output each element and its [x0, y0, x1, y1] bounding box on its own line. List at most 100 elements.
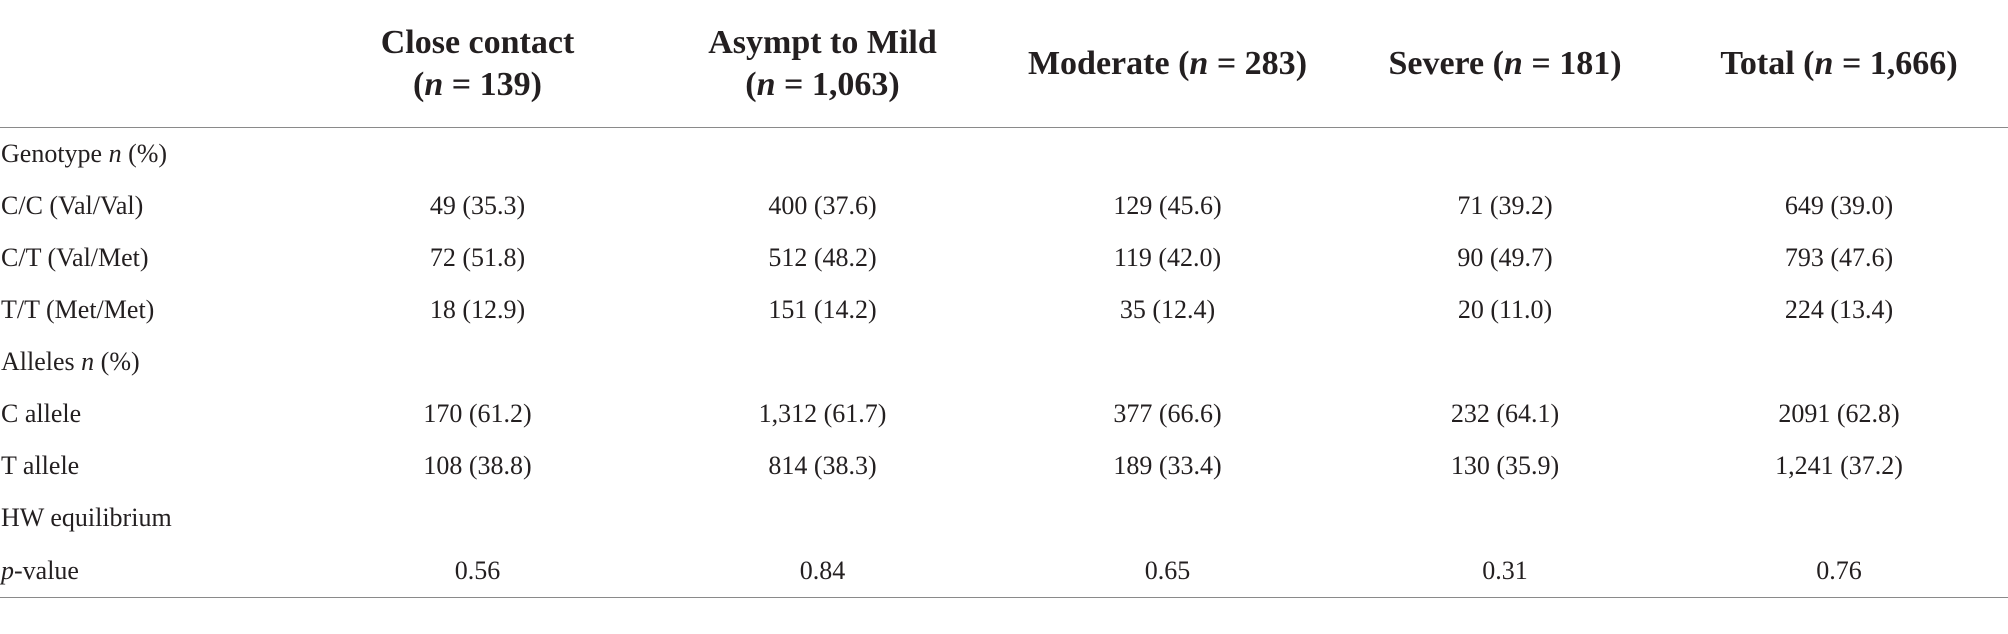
- cell-asympt-to-mild: 0.84: [650, 544, 995, 598]
- table-row: Genotype n (%): [0, 128, 2008, 181]
- row-label: HW equilibrium: [0, 492, 305, 544]
- row-label-text: HW equilibrium: [1, 503, 172, 532]
- header-post: ): [1946, 44, 1958, 82]
- header-cell-total: Total (n = 1,666): [1670, 0, 2008, 128]
- table-row: C/T (Val/Met) 72 (51.8) 512 (48.2) 119 (42.…: [0, 232, 2008, 284]
- row-label-text: Genotype: [1, 139, 109, 168]
- table-row: p-value 0.56 0.84 0.65 0.31 0.76: [0, 544, 2008, 598]
- table-row: HW equilibrium: [0, 492, 2008, 544]
- cell-moderate: [995, 128, 1340, 181]
- cell-severe: 71 (39.2): [1457, 191, 1553, 220]
- row-label-italic: n: [108, 139, 122, 168]
- header-eq: = 181: [1522, 44, 1611, 82]
- cell-asympt-to-mild: 1,312 (61.7): [758, 399, 887, 428]
- header-cell-moderate: Moderate (n = 283): [995, 0, 1340, 128]
- cell-moderate: 129 (45.6): [1113, 191, 1222, 220]
- row-label-italic: n: [81, 347, 95, 376]
- cell-moderate: [995, 336, 1340, 388]
- header-row: Close contact (n = 139) Asympt to Mild (…: [0, 0, 2008, 128]
- cell-severe: 232 (64.1): [1450, 399, 1560, 428]
- cell-asympt-to-mild: 400 (37.6): [768, 191, 877, 220]
- header-eq: = 139: [443, 65, 531, 103]
- cell-severe: 130 (35.9): [1450, 451, 1560, 480]
- header-pre: Severe (: [1388, 44, 1504, 82]
- table-body: Genotype n (%) C/C (Val/Val) 49 (35.3) 400 …: [0, 128, 2008, 598]
- header-cell-severe: Severe (n = 181): [1340, 0, 1670, 128]
- cell-close-contact: [305, 336, 650, 388]
- cell-moderate: 377 (66.6): [1113, 399, 1222, 428]
- cell-asympt-to-mild: 512 (48.2): [768, 243, 877, 272]
- header-eq: = 1,666: [1833, 44, 1947, 82]
- cell-asympt-to-mild: 151 (14.2): [768, 295, 877, 324]
- cell-close-contact: [305, 128, 650, 181]
- cell-severe: [1340, 492, 1670, 544]
- table-row: T allele 108 (38.8) 814 (38.3) 189 (33.4) 13…: [0, 440, 2008, 492]
- header-pre: (: [413, 65, 425, 103]
- cell-total: [1670, 336, 2008, 388]
- table-row: Alleles n (%): [0, 336, 2008, 388]
- header-cell-empty: [0, 0, 305, 128]
- row-label: Genotype n (%): [0, 128, 305, 181]
- cell-severe: [1340, 128, 1670, 181]
- row-label: p-value: [0, 544, 305, 598]
- header-line: Moderate (n = 283): [995, 43, 1340, 85]
- cell-total: 1,241 (37.2): [1775, 451, 1903, 480]
- cell-close-contact: 0.56: [305, 544, 650, 598]
- table-row: T/T (Met/Met) 18 (12.9) 151 (14.2) 35 (12.4…: [0, 284, 2008, 336]
- cell-close-contact: 18 (12.9): [429, 295, 526, 324]
- header-line2: (n = 139): [305, 64, 650, 106]
- header-cell-close-contact: Close contact (n = 139): [305, 0, 650, 128]
- header-line: Total (n = 1,666): [1670, 43, 2008, 85]
- table-row: C allele 170 (61.2) 1,312 (61.7) 377 (66.6)…: [0, 388, 2008, 440]
- table-row: C/C (Val/Val) 49 (35.3) 400 (37.6) 129 (45.…: [0, 180, 2008, 232]
- cell-total: 0.76: [1670, 544, 2008, 598]
- cell-moderate: 119 (42.0): [1113, 243, 1222, 272]
- row-label-text: C allele: [1, 399, 82, 428]
- cell-close-contact: 72 (51.8): [429, 243, 526, 272]
- header-line2: (n = 1,063): [650, 64, 995, 106]
- row-label: C allele: [0, 388, 305, 440]
- header-cell-asympt-to-mild: Asympt to Mild (n = 1,063): [650, 0, 995, 128]
- header-n: n: [756, 65, 776, 103]
- cell-moderate: 189 (33.4): [1113, 451, 1222, 480]
- cell-severe: 90 (49.7): [1457, 243, 1553, 272]
- cell-asympt-to-mild: [650, 336, 995, 388]
- header-eq: = 1,063: [775, 65, 889, 103]
- row-label-text: C/T (Val/Met): [1, 243, 149, 272]
- header-post: ): [1610, 44, 1622, 82]
- row-label: C/C (Val/Val): [0, 180, 305, 232]
- cell-close-contact: 49 (35.3): [429, 191, 526, 220]
- cell-close-contact: 108 (38.8): [423, 451, 532, 480]
- header-line1: Close contact: [380, 23, 575, 61]
- cell-moderate: 35 (12.4): [1119, 295, 1216, 324]
- cell-total: 224 (13.4): [1784, 295, 1894, 324]
- cell-moderate: 0.65: [995, 544, 1340, 598]
- header-n: n: [1503, 44, 1523, 82]
- header-pre: (: [745, 65, 757, 103]
- row-label: C/T (Val/Met): [0, 232, 305, 284]
- genotype-distribution-table: Close contact (n = 139) Asympt to Mild (…: [0, 0, 2008, 598]
- row-label-suffix: (%): [121, 139, 168, 168]
- row-label-text: T/T (Met/Met): [1, 295, 155, 324]
- row-label-suffix: -value: [14, 555, 79, 585]
- cell-severe: 0.31: [1340, 544, 1670, 598]
- cell-close-contact: [305, 492, 650, 544]
- header-eq: = 283: [1208, 44, 1296, 82]
- cell-severe: [1340, 336, 1670, 388]
- row-label-text: Alleles: [1, 347, 82, 376]
- row-label-suffix: (%): [94, 347, 140, 376]
- row-label: T/T (Met/Met): [0, 284, 305, 336]
- header-line: Severe (n = 181): [1340, 43, 1670, 85]
- header-post: ): [888, 65, 900, 103]
- cell-total: [1670, 492, 2008, 544]
- header-n: n: [424, 65, 444, 103]
- cell-total: 649 (39.0): [1784, 191, 1894, 220]
- row-label-text: T allele: [1, 451, 80, 480]
- header-post: ): [1295, 44, 1308, 82]
- cell-asympt-to-mild: [650, 492, 995, 544]
- cell-moderate: [995, 492, 1340, 544]
- header-post: ): [530, 65, 542, 103]
- header-n: n: [1814, 44, 1834, 82]
- row-label-text: C/C (Val/Val): [1, 191, 144, 220]
